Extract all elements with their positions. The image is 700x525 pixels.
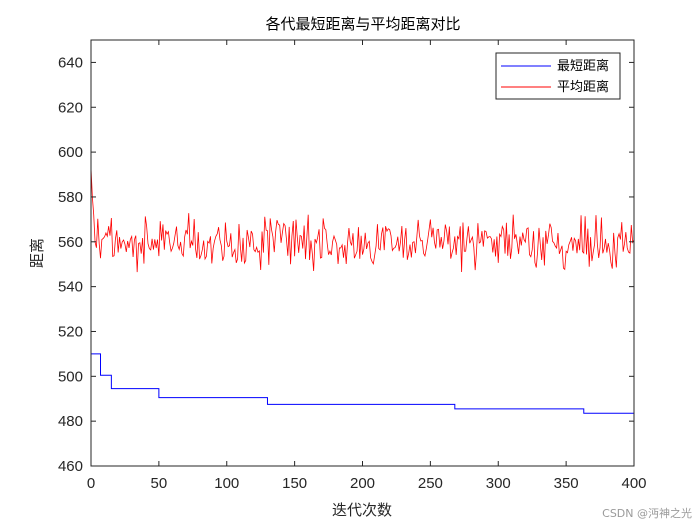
x-tick-label: 400 <box>621 475 646 492</box>
y-tick-label: 640 <box>58 54 83 71</box>
y-tick-label: 600 <box>58 144 83 161</box>
y-tick-label: 460 <box>58 458 83 475</box>
y-tick-label: 500 <box>58 368 83 385</box>
x-tick-label: 200 <box>350 475 375 492</box>
x-tick-label: 250 <box>418 475 443 492</box>
x-tick-label: 100 <box>214 475 239 492</box>
legend-box <box>495 52 621 100</box>
y-tick-label: 540 <box>58 279 83 296</box>
y-axis-label: 距离 <box>28 238 46 268</box>
y-tick-label: 620 <box>58 99 83 116</box>
series-layer <box>90 167 635 414</box>
series-shortest-line <box>91 353 634 414</box>
y-tick-label: 480 <box>58 413 83 430</box>
chart-title: 各代最短距离与平均距离对比 <box>265 15 460 33</box>
legend: 最短距离 平均距离 <box>495 52 621 100</box>
x-tick-label: 50 <box>151 475 168 492</box>
x-axis-label: 迭代次数 <box>332 501 392 519</box>
legend-label-shortest: 最短距离 <box>557 58 609 74</box>
x-tick-label: 150 <box>282 475 307 492</box>
watermark: CSDN @沔神之光 <box>602 507 692 520</box>
y-tick-label: 520 <box>58 323 83 340</box>
x-tick-label: 0 <box>87 475 95 492</box>
y-axis: 460 480 500 520 540 560 580 600 620 640 <box>58 54 634 475</box>
x-tick-label: 300 <box>486 475 511 492</box>
legend-label-average: 平均距离 <box>557 79 609 95</box>
x-tick-label: 350 <box>554 475 579 492</box>
series-average-line <box>90 167 635 273</box>
x-axis: 0 50 100 150 200 250 300 350 400 <box>87 40 647 492</box>
y-tick-label: 560 <box>58 234 83 251</box>
y-tick-label: 580 <box>58 189 83 206</box>
